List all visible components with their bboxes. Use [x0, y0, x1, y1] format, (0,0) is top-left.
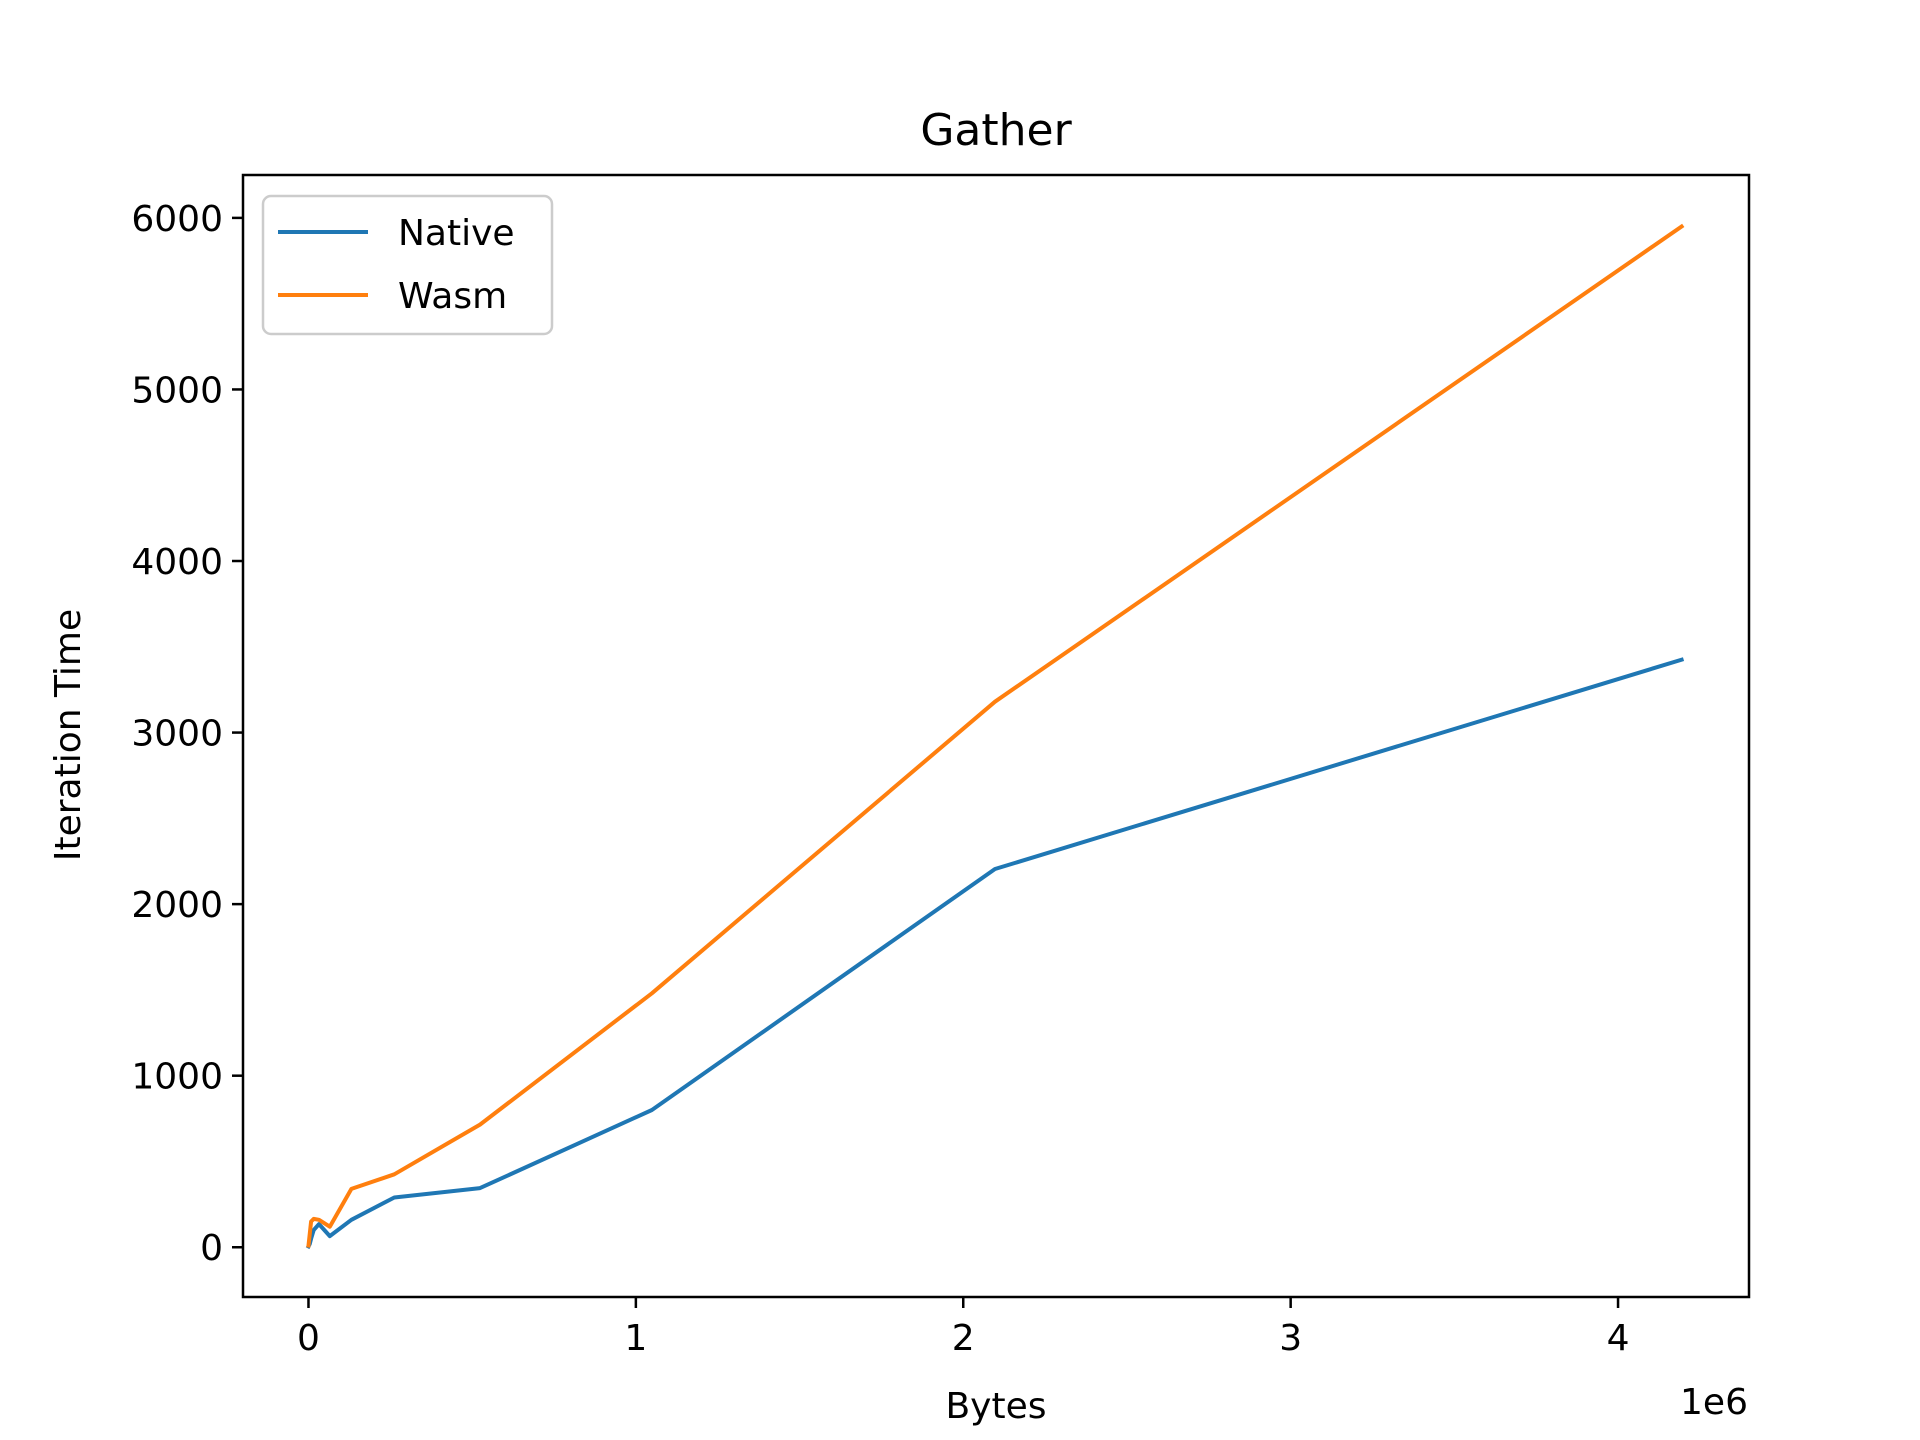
chart-title: Gather: [920, 105, 1072, 156]
y-tick-label: 5000: [131, 370, 223, 411]
y-tick-label: 0: [200, 1228, 223, 1269]
y-tick-label: 3000: [131, 714, 223, 755]
x-tick-label: 3: [1279, 1318, 1302, 1359]
x-tick-label: 4: [1607, 1318, 1630, 1359]
x-tick-label: 0: [297, 1318, 320, 1359]
x-offset-label: 1e6: [1680, 1382, 1748, 1423]
legend: Native Wasm: [261, 194, 554, 336]
series-line-native: [305, 657, 1685, 1250]
axis-ticks: 0 1 2 3 4 0 1000 2000 3000 4000 5000 6000: [131, 199, 1629, 1359]
y-axis-label: Iteration Time: [48, 609, 89, 861]
x-axis-label: Bytes: [945, 1386, 1046, 1427]
x-tick-label: 2: [952, 1318, 975, 1359]
y-tick-label: 1000: [131, 1057, 223, 1098]
y-tick-label: 2000: [131, 885, 223, 926]
series-line-wasm: [306, 223, 1685, 1248]
legend-label-wasm: Wasm: [398, 276, 507, 317]
legend-label-native: Native: [398, 213, 515, 254]
y-tick-label: 4000: [131, 542, 223, 583]
y-tick-label: 6000: [131, 199, 223, 240]
x-tick-label: 1: [624, 1318, 647, 1359]
series-lines: [305, 223, 1685, 1250]
plot-frame: [241, 173, 1751, 1299]
